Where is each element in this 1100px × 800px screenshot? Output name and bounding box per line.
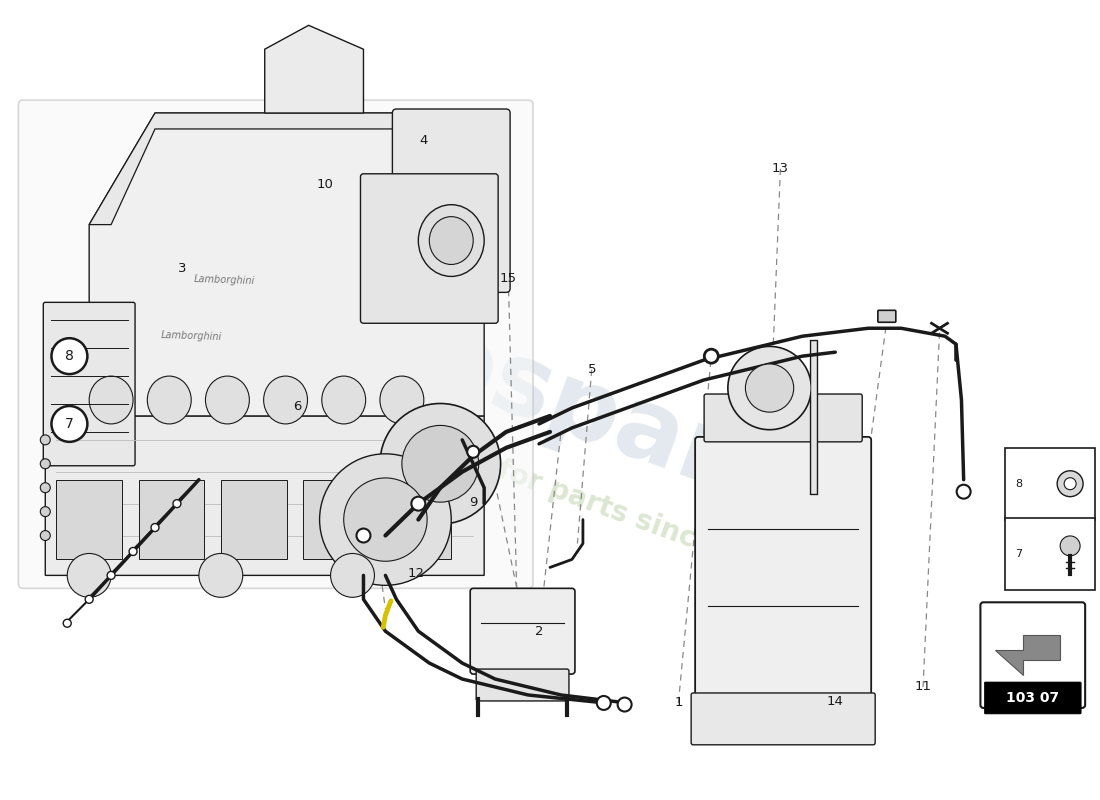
Circle shape bbox=[199, 554, 243, 598]
FancyBboxPatch shape bbox=[476, 669, 569, 701]
Text: 3: 3 bbox=[178, 262, 187, 275]
FancyBboxPatch shape bbox=[691, 693, 876, 745]
Text: 11: 11 bbox=[914, 681, 932, 694]
Circle shape bbox=[331, 554, 374, 598]
Circle shape bbox=[1060, 536, 1080, 556]
Text: 4: 4 bbox=[419, 134, 428, 147]
Text: Lamborghini: Lamborghini bbox=[194, 274, 255, 286]
Circle shape bbox=[41, 458, 51, 469]
Circle shape bbox=[379, 403, 500, 524]
Text: 7: 7 bbox=[1015, 549, 1022, 559]
Ellipse shape bbox=[206, 376, 250, 424]
Circle shape bbox=[343, 478, 427, 562]
Polygon shape bbox=[996, 635, 1060, 675]
Text: 8: 8 bbox=[1015, 478, 1022, 489]
Circle shape bbox=[52, 406, 87, 442]
FancyBboxPatch shape bbox=[43, 302, 135, 466]
FancyBboxPatch shape bbox=[878, 310, 895, 322]
FancyBboxPatch shape bbox=[1005, 448, 1096, 519]
FancyBboxPatch shape bbox=[1005, 518, 1096, 590]
FancyBboxPatch shape bbox=[393, 109, 510, 292]
Bar bbox=[139, 480, 205, 559]
Text: 12: 12 bbox=[408, 567, 425, 580]
Circle shape bbox=[597, 696, 611, 710]
FancyBboxPatch shape bbox=[470, 588, 575, 674]
Circle shape bbox=[468, 446, 480, 458]
FancyBboxPatch shape bbox=[19, 100, 534, 588]
Circle shape bbox=[728, 346, 811, 430]
Text: 13: 13 bbox=[772, 162, 789, 175]
Circle shape bbox=[41, 435, 51, 445]
Text: 9: 9 bbox=[469, 495, 477, 509]
Circle shape bbox=[1057, 470, 1084, 497]
Bar bbox=[385, 480, 451, 559]
Circle shape bbox=[63, 619, 72, 627]
Bar bbox=[304, 480, 368, 559]
FancyBboxPatch shape bbox=[984, 682, 1081, 714]
Ellipse shape bbox=[147, 376, 191, 424]
Circle shape bbox=[402, 426, 478, 502]
FancyBboxPatch shape bbox=[361, 174, 498, 323]
Circle shape bbox=[173, 500, 180, 508]
Bar bbox=[221, 480, 287, 559]
FancyBboxPatch shape bbox=[695, 437, 871, 698]
Text: 15: 15 bbox=[499, 272, 517, 286]
Circle shape bbox=[1064, 478, 1076, 490]
Circle shape bbox=[411, 497, 426, 510]
Circle shape bbox=[356, 529, 371, 542]
Ellipse shape bbox=[418, 205, 484, 277]
Circle shape bbox=[129, 547, 138, 555]
Circle shape bbox=[704, 349, 718, 363]
Text: 8: 8 bbox=[65, 349, 74, 363]
Circle shape bbox=[41, 506, 51, 517]
Ellipse shape bbox=[429, 217, 473, 265]
Circle shape bbox=[617, 698, 631, 711]
Polygon shape bbox=[89, 113, 484, 225]
Ellipse shape bbox=[379, 376, 424, 424]
Ellipse shape bbox=[322, 376, 365, 424]
Text: 5: 5 bbox=[587, 363, 596, 376]
FancyBboxPatch shape bbox=[704, 394, 862, 442]
Text: 6: 6 bbox=[294, 400, 301, 413]
Circle shape bbox=[746, 364, 794, 412]
Polygon shape bbox=[265, 26, 363, 113]
Ellipse shape bbox=[89, 376, 133, 424]
Text: 7: 7 bbox=[65, 417, 74, 431]
Circle shape bbox=[107, 571, 116, 579]
Text: 10: 10 bbox=[317, 178, 333, 191]
Text: 103 07: 103 07 bbox=[1006, 691, 1059, 705]
Circle shape bbox=[320, 454, 451, 586]
Circle shape bbox=[41, 530, 51, 541]
Text: eurospares: eurospares bbox=[236, 246, 864, 554]
Text: 2: 2 bbox=[535, 625, 543, 638]
Circle shape bbox=[85, 595, 94, 603]
Circle shape bbox=[151, 523, 160, 531]
Circle shape bbox=[52, 338, 87, 374]
Polygon shape bbox=[89, 113, 484, 416]
Bar bbox=[56, 480, 122, 559]
Circle shape bbox=[67, 554, 111, 598]
Text: 14: 14 bbox=[827, 695, 844, 708]
Circle shape bbox=[957, 485, 970, 498]
Text: a passion for parts since 1985: a passion for parts since 1985 bbox=[345, 402, 799, 590]
FancyBboxPatch shape bbox=[980, 602, 1085, 708]
Polygon shape bbox=[45, 416, 484, 575]
Text: 1: 1 bbox=[674, 697, 683, 710]
Circle shape bbox=[41, 482, 51, 493]
Text: Lamborghini: Lamborghini bbox=[161, 330, 222, 342]
Ellipse shape bbox=[264, 376, 308, 424]
